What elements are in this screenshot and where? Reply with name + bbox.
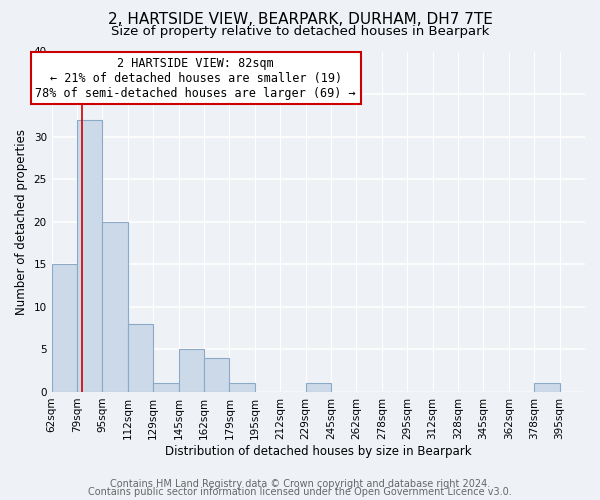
Bar: [305, 384, 331, 392]
Bar: [52, 264, 77, 392]
X-axis label: Distribution of detached houses by size in Bearpark: Distribution of detached houses by size …: [165, 444, 472, 458]
Text: 2 HARTSIDE VIEW: 82sqm
← 21% of detached houses are smaller (19)
78% of semi-det: 2 HARTSIDE VIEW: 82sqm ← 21% of detached…: [35, 56, 356, 100]
Text: Size of property relative to detached houses in Bearpark: Size of property relative to detached ho…: [111, 25, 489, 38]
Text: Contains public sector information licensed under the Open Government Licence v3: Contains public sector information licen…: [88, 487, 512, 497]
Bar: [153, 384, 179, 392]
Text: Contains HM Land Registry data © Crown copyright and database right 2024.: Contains HM Land Registry data © Crown c…: [110, 479, 490, 489]
Bar: [179, 350, 204, 392]
Text: 2, HARTSIDE VIEW, BEARPARK, DURHAM, DH7 7TE: 2, HARTSIDE VIEW, BEARPARK, DURHAM, DH7 …: [107, 12, 493, 28]
Bar: [534, 384, 560, 392]
Bar: [103, 222, 128, 392]
Bar: [229, 384, 255, 392]
Bar: [204, 358, 229, 392]
Bar: [128, 324, 153, 392]
Y-axis label: Number of detached properties: Number of detached properties: [15, 128, 28, 314]
Bar: [77, 120, 103, 392]
